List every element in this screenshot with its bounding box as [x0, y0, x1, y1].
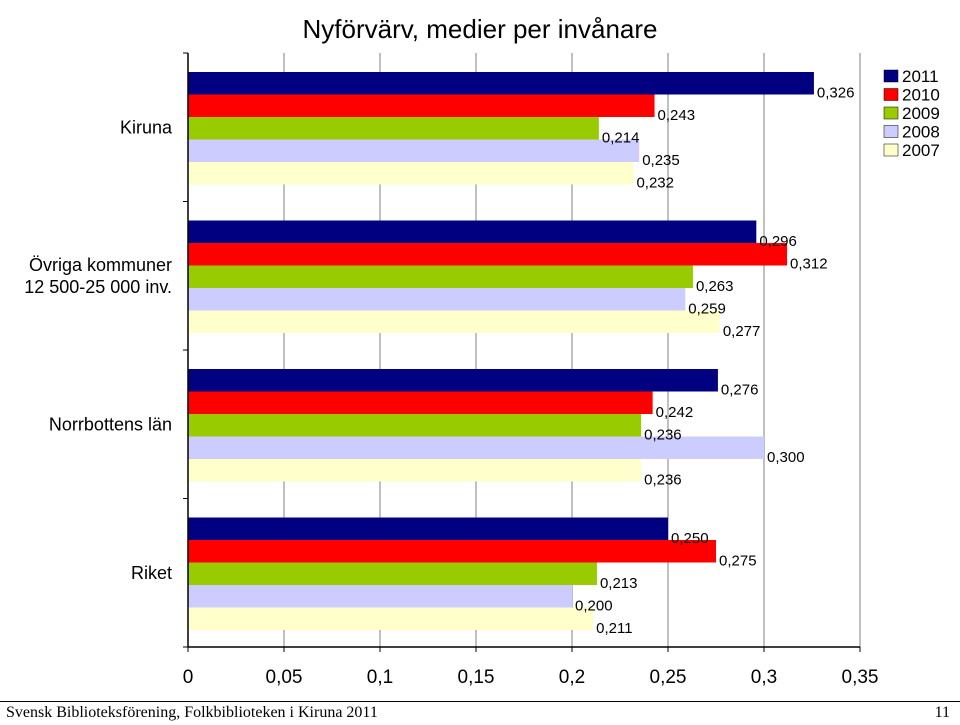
- data-label: 0,250: [671, 530, 709, 547]
- data-label: 0,296: [759, 233, 797, 250]
- legend-label: 2007: [902, 141, 940, 160]
- x-tick-label: 0: [183, 667, 194, 688]
- bar-2010: [188, 540, 716, 563]
- x-tick-label: 0,15: [458, 667, 495, 688]
- category-label: Norrbottens län: [49, 414, 172, 434]
- bar-2010: [188, 391, 653, 414]
- bar-2008: [188, 585, 572, 608]
- category-label-line: Norrbottens län: [49, 414, 172, 434]
- data-label: 0,326: [817, 85, 855, 102]
- page-number: 11: [934, 704, 950, 721]
- category-label: Riket: [131, 563, 172, 583]
- x-tick-label: 0,05: [266, 667, 303, 688]
- legend-swatch: [883, 69, 899, 83]
- legend-label: 2008: [902, 123, 940, 142]
- x-tick-label: 0,2: [559, 667, 585, 688]
- bar-2007: [188, 607, 594, 630]
- data-label: 0,211: [596, 620, 632, 637]
- data-label: 0,277: [723, 323, 761, 340]
- bar-2009: [188, 265, 693, 288]
- category-label: Övriga kommuner 12 500-25 000 inv.: [24, 255, 172, 297]
- legend-swatch: [883, 88, 899, 101]
- bar-2011: [188, 369, 718, 392]
- data-label: 0,200: [575, 598, 613, 615]
- data-label: 0,214: [602, 130, 640, 147]
- data-label: 0,232: [636, 175, 674, 192]
- bar-2011: [188, 517, 668, 540]
- legend-swatch: [883, 143, 899, 157]
- legend-swatch: [883, 106, 899, 120]
- x-tick-label: 0,3: [751, 667, 777, 688]
- bar-2009: [188, 562, 597, 585]
- bar-2008: [188, 436, 764, 459]
- x-tick-labels: 0 0,05 0,1 0,15 0,2 0,25 0,3 0,35: [183, 667, 879, 688]
- data-label: 0,236: [644, 427, 682, 444]
- data-label: 0,213: [600, 575, 638, 592]
- category-label-line: Kiruna: [120, 117, 173, 137]
- legend-swatch: [883, 125, 899, 138]
- bar-chart: Nyförvärv, medier per invånare 0,326 0,24…: [24, 14, 940, 688]
- bar-2011: [188, 72, 814, 95]
- data-label: 0,263: [696, 278, 734, 295]
- bar-2011: [188, 220, 757, 243]
- bar-2008: [188, 139, 640, 162]
- x-tick-label: 0,1: [367, 667, 393, 688]
- footer-source: Svensk Biblioteksförening, Folkbibliotek…: [6, 704, 378, 721]
- bar-2007: [188, 459, 642, 482]
- legend-label: 2009: [902, 104, 940, 123]
- y-category-labels: Kiruna Övriga kommuner 12 500-25 000 inv. N…: [24, 117, 173, 583]
- bar-2007: [188, 162, 634, 185]
- category-label-line: Övriga kommuner: [29, 255, 172, 275]
- data-label: 0,242: [656, 404, 694, 421]
- category-label-line: 12 500-25 000 inv.: [24, 277, 172, 297]
- bar-2008: [188, 288, 686, 311]
- category-label: Kiruna: [120, 117, 173, 137]
- bar-2007: [188, 310, 720, 333]
- bar-2010: [188, 243, 788, 266]
- data-label: 0,259: [688, 301, 726, 318]
- bar-2010: [188, 94, 655, 117]
- legend-label: 2010: [902, 86, 940, 105]
- chart-title: Nyförvärv, medier per invånare: [303, 14, 658, 44]
- bar-2009: [188, 117, 599, 140]
- data-label: 0,276: [721, 382, 759, 399]
- bars: [188, 72, 814, 630]
- data-label: 0,275: [719, 553, 757, 570]
- legend-label: 2011: [902, 67, 939, 86]
- data-label: 0,236: [644, 472, 682, 489]
- x-tick-label: 0,35: [842, 667, 879, 688]
- bar-2009: [188, 414, 642, 437]
- data-label: 0,243: [658, 107, 696, 124]
- category-label-line: Riket: [131, 563, 172, 583]
- x-tick-label: 0,25: [650, 667, 687, 688]
- data-label: 0,300: [767, 449, 805, 466]
- axes: [183, 52, 861, 652]
- footer-divider: [0, 701, 960, 702]
- data-label: 0,312: [790, 256, 828, 273]
- data-label: 0,235: [642, 152, 680, 169]
